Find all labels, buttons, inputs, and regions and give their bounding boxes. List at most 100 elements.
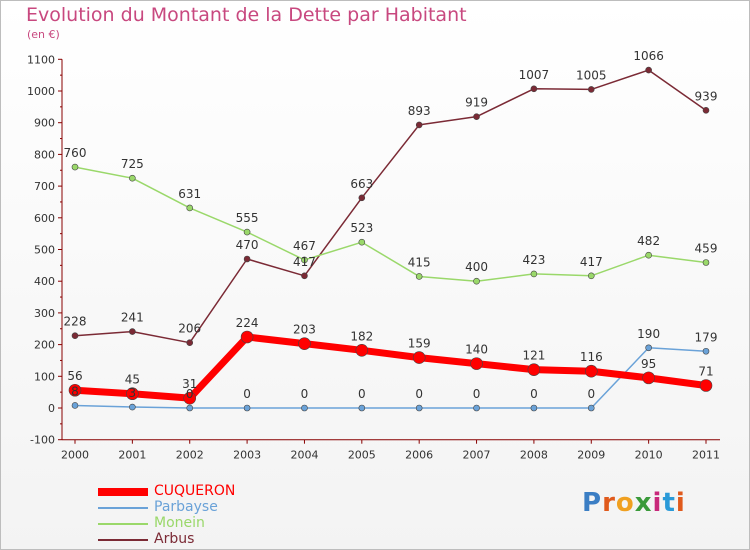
data-label-arbus: 417 xyxy=(293,255,316,269)
legend-swatch xyxy=(98,507,148,509)
data-point-monein xyxy=(587,272,595,280)
data-label-monein: 467 xyxy=(293,239,316,253)
data-label-arbus: 470 xyxy=(236,238,259,252)
series-line-monein xyxy=(74,166,707,282)
data-label-arbus: 1007 xyxy=(519,68,550,82)
legend-swatch xyxy=(98,539,148,541)
data-point-parbayse xyxy=(358,404,366,412)
data-label-cuqueron: 71 xyxy=(698,364,713,378)
data-point-arbus xyxy=(71,332,79,340)
data-label-parbayse: 0 xyxy=(301,387,309,401)
logo-letter: i xyxy=(652,488,663,518)
data-point-monein xyxy=(702,259,710,266)
y-tick-label: 400 xyxy=(34,275,55,288)
data-point-arbus xyxy=(243,255,251,263)
data-label-cuqueron: 31 xyxy=(182,377,197,391)
data-label-arbus: 1005 xyxy=(576,68,607,82)
chart-title: Evolution du Montant de la Dette par Hab… xyxy=(26,4,467,26)
x-tick-label: 2000 xyxy=(61,449,89,462)
data-point-parbayse xyxy=(702,347,710,355)
y-tick-label: 900 xyxy=(34,117,55,130)
data-point-monein xyxy=(645,251,652,259)
data-label-parbayse: 0 xyxy=(530,387,538,401)
data-point-cuqueron xyxy=(412,351,426,364)
data-point-cuqueron xyxy=(584,364,598,378)
data-labels-layer: 228 241 206 470 417 663 893 919 1007 1005 1066 939 7… xyxy=(64,49,718,401)
data-label-monein: 400 xyxy=(465,260,488,274)
data-label-parbayse: 0 xyxy=(587,387,595,401)
data-point-monein xyxy=(530,270,538,278)
logo-letter: o xyxy=(615,488,635,518)
data-point-arbus xyxy=(301,272,308,280)
data-label-parbayse: 8 xyxy=(71,384,79,398)
data-point-cuqueron xyxy=(126,387,139,401)
data-label-cuqueron: 224 xyxy=(236,316,259,330)
data-point-arbus xyxy=(587,86,595,93)
data-label-parbayse: 0 xyxy=(473,387,481,401)
y-tick-label: 500 xyxy=(34,244,55,257)
data-label-monein: 631 xyxy=(178,187,201,201)
data-point-monein xyxy=(129,174,136,182)
data-point-parbayse xyxy=(71,402,79,409)
data-point-parbayse xyxy=(243,404,251,412)
data-label-cuqueron: 159 xyxy=(408,337,431,351)
data-label-arbus: 1066 xyxy=(633,49,664,63)
data-label-arbus: 206 xyxy=(178,322,201,336)
y-tick-label: 0 xyxy=(48,402,55,415)
data-point-monein xyxy=(301,256,308,264)
data-point-parbayse xyxy=(415,404,423,412)
data-point-cuqueron xyxy=(183,391,197,405)
logo-letter: x xyxy=(634,488,653,518)
x-tick-label: 2001 xyxy=(118,449,146,462)
data-point-parbayse xyxy=(129,403,136,411)
data-point-arbus xyxy=(129,328,136,335)
legend-label: Parbayse xyxy=(154,499,218,515)
data-label-arbus: 663 xyxy=(350,177,373,191)
data-point-arbus xyxy=(645,66,652,74)
data-point-parbayse xyxy=(301,404,308,412)
data-label-monein: 415 xyxy=(408,255,431,269)
data-label-cuqueron: 140 xyxy=(465,343,488,357)
data-point-cuqueron xyxy=(240,330,254,344)
data-label-arbus: 939 xyxy=(695,89,718,103)
series-line-cuqueron xyxy=(74,333,707,402)
data-point-parbayse xyxy=(186,404,194,412)
data-label-monein: 555 xyxy=(236,211,259,225)
data-label-monein: 482 xyxy=(637,234,660,248)
data-point-monein xyxy=(71,163,79,171)
data-label-cuqueron: 121 xyxy=(522,349,545,363)
data-label-cuqueron: 116 xyxy=(580,350,603,364)
logo-letter: i xyxy=(675,488,686,518)
series-line-parbayse xyxy=(74,347,707,409)
data-label-parbayse: 179 xyxy=(695,330,718,344)
data-point-monein xyxy=(415,273,423,280)
data-point-cuqueron xyxy=(298,337,311,350)
legend-swatch xyxy=(98,523,148,525)
data-point-arbus xyxy=(530,85,538,93)
legend-label: CUQUERON xyxy=(154,483,236,499)
data-label-monein: 459 xyxy=(695,241,718,255)
legend-label: Arbus xyxy=(154,531,195,547)
data-point-cuqueron xyxy=(470,357,483,370)
x-tick-label: 2007 xyxy=(463,449,491,462)
y-tick-label: 300 xyxy=(34,307,55,320)
data-point-monein xyxy=(243,228,251,236)
x-tick-label: 2002 xyxy=(176,449,204,462)
y-tick-label: 600 xyxy=(34,212,55,225)
logo-letter: t xyxy=(662,488,676,518)
data-label-parbayse: 3 xyxy=(129,386,137,400)
series-layer xyxy=(68,66,713,412)
data-label-parbayse: 0 xyxy=(243,387,251,401)
data-label-monein: 725 xyxy=(121,157,144,171)
data-label-cuqueron: 182 xyxy=(350,329,373,343)
data-label-monein: 423 xyxy=(522,253,545,267)
proxiti-logo: Proxiti xyxy=(582,488,686,518)
axes: -100010020030040050060070080090010001100… xyxy=(27,53,720,462)
data-label-monein: 760 xyxy=(64,146,87,160)
x-tick-label: 2003 xyxy=(233,449,261,462)
data-label-parbayse: 0 xyxy=(415,387,423,401)
data-point-arbus xyxy=(473,113,480,120)
data-point-cuqueron xyxy=(642,371,655,385)
y-tick-label: 700 xyxy=(34,180,55,193)
